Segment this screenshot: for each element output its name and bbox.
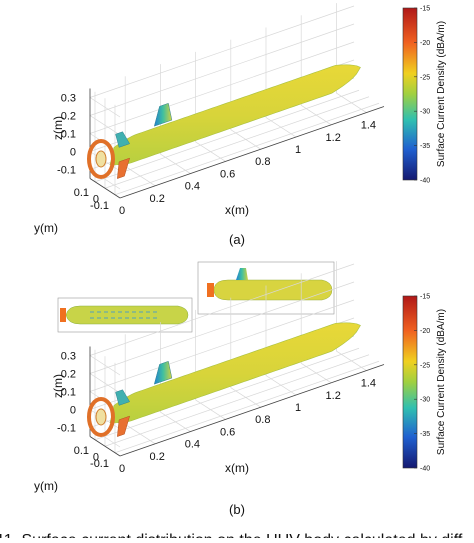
grid-line bbox=[94, 347, 360, 441]
x-tick-label: 0.8 bbox=[255, 414, 270, 426]
uuv-hull bbox=[109, 64, 361, 166]
panel: 00.20.40.60.811.21.40.10-0.10.30.20.10-0… bbox=[34, 3, 447, 247]
uuv-fin bbox=[115, 131, 131, 148]
z-tick-label: 0.1 bbox=[61, 129, 76, 141]
colorbar-tick-label: -35 bbox=[420, 143, 430, 150]
panel-label: (b) bbox=[229, 502, 245, 517]
z-tick-label: 0.2 bbox=[61, 369, 76, 381]
grid-line bbox=[89, 355, 121, 376]
grid-line bbox=[89, 23, 355, 116]
x-tick-label: 0.2 bbox=[150, 193, 165, 205]
grid-line bbox=[89, 263, 355, 356]
grid-line bbox=[89, 97, 121, 118]
axis-line bbox=[119, 106, 385, 199]
grid-line bbox=[114, 102, 380, 196]
y-tick-label: -0.1 bbox=[90, 458, 109, 470]
x-tick-label: 1.4 bbox=[361, 120, 376, 132]
x-tick-label: 0.6 bbox=[220, 426, 235, 438]
z-tick-label: 0.3 bbox=[61, 93, 76, 105]
x-axis-label: x(m) bbox=[225, 461, 249, 475]
y-tick-label: 0.1 bbox=[74, 445, 89, 457]
colorbar bbox=[402, 295, 418, 469]
y-tick-label: -0.1 bbox=[90, 200, 109, 212]
uuv-hull bbox=[109, 322, 361, 424]
grid-line bbox=[89, 5, 355, 98]
panel-label: (a) bbox=[229, 232, 245, 247]
colorbar-label: Surface Current Density (dBA/m) bbox=[436, 21, 447, 167]
grid-line bbox=[104, 96, 370, 189]
x-tick-label: 1 bbox=[295, 402, 301, 414]
grid-line bbox=[89, 41, 355, 134]
grid-line bbox=[89, 281, 355, 374]
colorbar-tick-label: -20 bbox=[420, 328, 430, 335]
colorbar-tick-label: -15 bbox=[420, 6, 430, 13]
z-tick-label: -0.1 bbox=[57, 165, 76, 177]
y-axis-label: y(m) bbox=[34, 221, 58, 235]
x-tick-label: 1.2 bbox=[326, 132, 341, 144]
colorbar-tick-label: -15 bbox=[420, 294, 430, 301]
x-axis-label: x(m) bbox=[225, 203, 249, 217]
z-tick-label: -0.1 bbox=[57, 423, 76, 435]
x-tick-label: 0.4 bbox=[185, 181, 200, 193]
colorbar-tick-label: -20 bbox=[420, 40, 430, 47]
uuv-sail bbox=[153, 360, 173, 385]
x-tick-label: 0 bbox=[119, 463, 125, 475]
y-tick-label: 0 bbox=[93, 451, 99, 463]
propeller-ring bbox=[87, 138, 115, 179]
x-tick-label: 0 bbox=[119, 205, 125, 217]
colorbar-tick-label: -30 bbox=[420, 397, 430, 404]
uuv-fin bbox=[117, 415, 131, 437]
z-tick-label: 0.1 bbox=[61, 387, 76, 399]
z-tick-label: 0 bbox=[70, 405, 76, 417]
x-tick-label: 0.6 bbox=[220, 168, 235, 180]
propeller-ring bbox=[87, 396, 115, 437]
grid-line bbox=[114, 360, 380, 454]
colorbar-tick-label: -25 bbox=[420, 362, 430, 369]
x-tick-label: 0.8 bbox=[255, 156, 270, 168]
uuv-fin bbox=[115, 389, 131, 406]
y-axis-label: y(m) bbox=[34, 479, 58, 493]
grid-line bbox=[89, 373, 121, 394]
colorbar-tick-label: -40 bbox=[420, 466, 430, 473]
grid-line bbox=[94, 89, 360, 183]
z-axis-label: z(m) bbox=[51, 116, 65, 140]
grid-line bbox=[89, 115, 121, 136]
inset-top-view bbox=[57, 297, 193, 333]
axis-line bbox=[89, 436, 121, 457]
uuv-fin bbox=[117, 157, 131, 179]
colorbar-label: Surface Current Density (dBA/m) bbox=[436, 309, 447, 455]
z-tick-label: 0 bbox=[70, 147, 76, 159]
x-tick-label: 0.2 bbox=[150, 451, 165, 463]
y-tick-label: 0 bbox=[93, 193, 99, 205]
z-tick-label: 0.2 bbox=[61, 111, 76, 123]
x-tick-label: 1.2 bbox=[326, 390, 341, 402]
panel: 00.20.40.60.811.21.40.10-0.10.30.20.10-0… bbox=[34, 261, 447, 517]
colorbar-tick-label: -30 bbox=[420, 109, 430, 116]
x-tick-label: 1 bbox=[295, 144, 301, 156]
propeller-hub bbox=[95, 408, 107, 426]
z-tick-label: 0.3 bbox=[61, 351, 76, 363]
x-tick-label: 1.4 bbox=[361, 378, 376, 390]
colorbar bbox=[402, 7, 418, 181]
caption: 11. Surface current distribution on the … bbox=[0, 532, 463, 538]
colorbar-tick-label: -40 bbox=[420, 178, 430, 185]
grid-line bbox=[104, 354, 370, 447]
grid-line bbox=[89, 299, 355, 392]
x-tick-label: 0.4 bbox=[185, 439, 200, 451]
colorbar-tick-label: -25 bbox=[420, 74, 430, 81]
uuv-sail bbox=[153, 102, 173, 127]
z-axis-label: z(m) bbox=[51, 374, 65, 398]
colorbar-tick-label: -35 bbox=[420, 431, 430, 438]
axis-line bbox=[119, 364, 385, 457]
axis-line bbox=[89, 178, 121, 199]
y-tick-label: 0.1 bbox=[74, 187, 89, 199]
propeller-hub bbox=[95, 150, 107, 168]
